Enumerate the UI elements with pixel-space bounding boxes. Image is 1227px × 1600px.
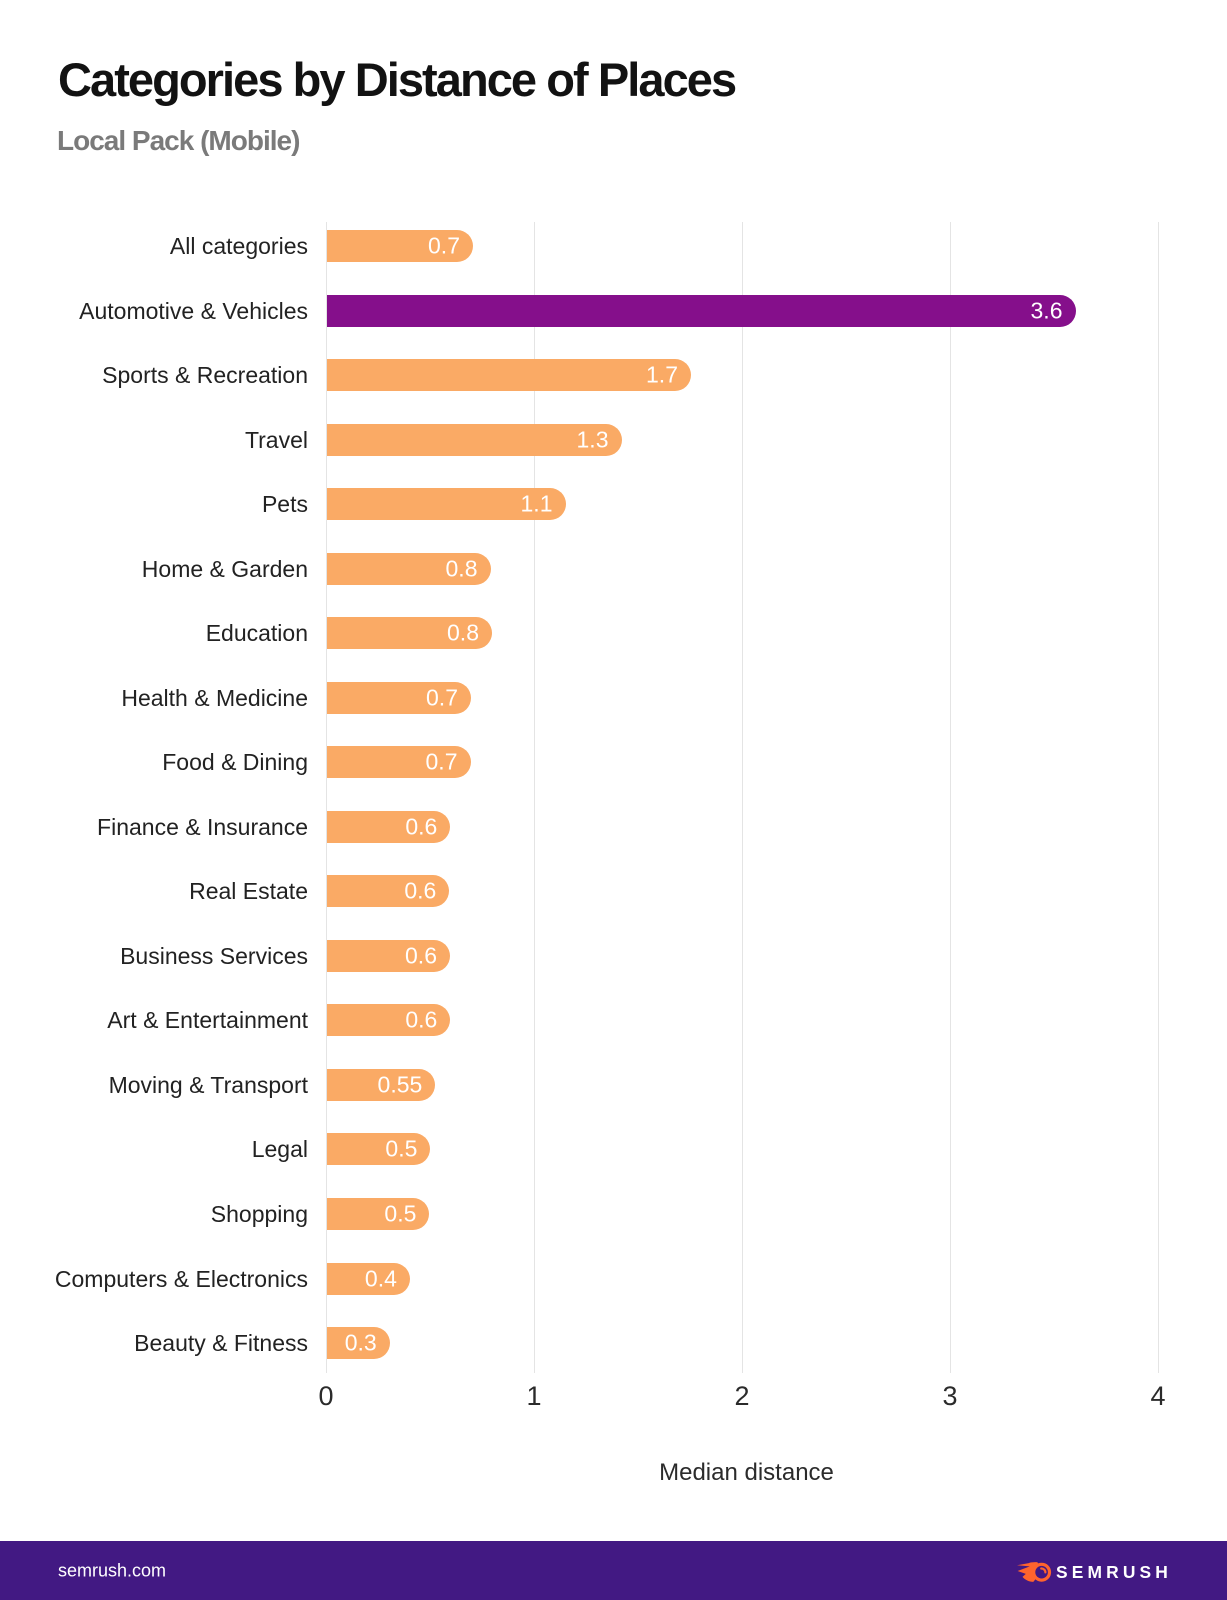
svg-text:SEMRUSH: SEMRUSH	[1056, 1562, 1168, 1582]
